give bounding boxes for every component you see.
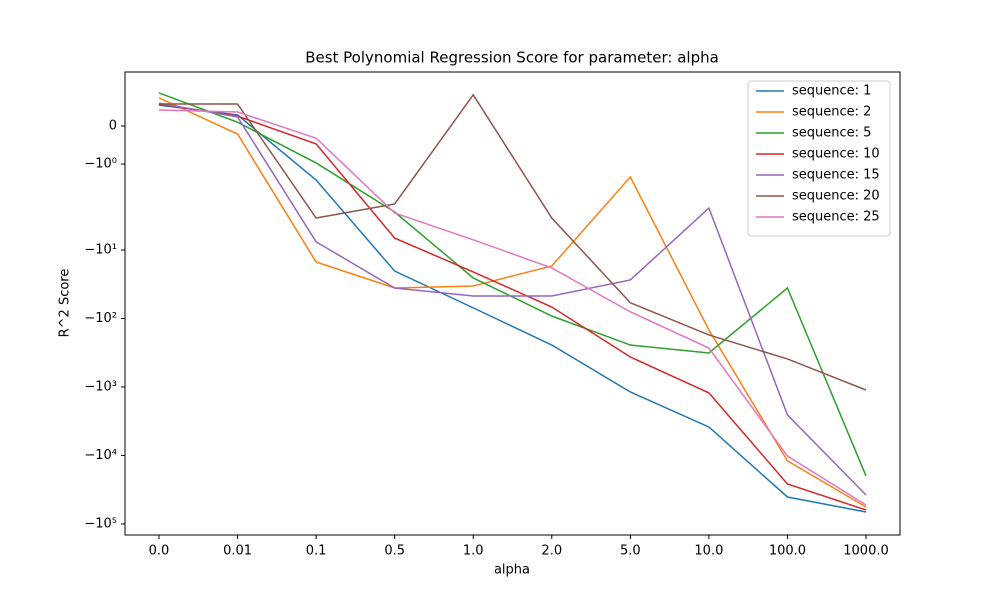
y-axis-label: R^2 Score bbox=[58, 269, 73, 338]
x-tick-label: 0.1 bbox=[306, 544, 327, 559]
legend-label: sequence: 10 bbox=[792, 147, 880, 162]
series-line bbox=[158, 97, 867, 508]
y-tick-label: −10⁴ bbox=[84, 448, 117, 463]
legend-label: sequence: 2 bbox=[792, 105, 871, 120]
legend-label: sequence: 5 bbox=[792, 126, 871, 141]
x-tick-label: 1000.0 bbox=[843, 544, 889, 559]
x-tick-label: 1.0 bbox=[463, 544, 484, 559]
series-line bbox=[158, 92, 867, 477]
y-tick-label: −10¹ bbox=[84, 242, 117, 257]
x-tick-label: 10.0 bbox=[694, 544, 723, 559]
legend-box bbox=[747, 80, 891, 237]
series-line bbox=[158, 104, 867, 513]
series-line bbox=[159, 93, 867, 391]
series-line bbox=[158, 103, 867, 511]
y-tick-label: −10³ bbox=[84, 379, 117, 394]
x-tick-label: 5.0 bbox=[620, 544, 641, 559]
y-tick-label: −10⁰ bbox=[84, 157, 117, 172]
legend-label: sequence: 20 bbox=[792, 189, 880, 204]
y-tick-label: 0 bbox=[109, 119, 117, 134]
x-tick-label: 0.0 bbox=[149, 544, 170, 559]
series-line bbox=[158, 102, 867, 496]
y-tick-label: −10² bbox=[84, 311, 117, 326]
x-tick-label: 0.5 bbox=[384, 544, 405, 559]
y-tick-label: −10⁵ bbox=[84, 516, 117, 531]
legend: sequence: 1 sequence: 2 sequence: 5 sequenc… bbox=[747, 80, 891, 237]
x-tick-label: 100.0 bbox=[769, 544, 806, 559]
x-axis-label: alpha bbox=[494, 563, 530, 578]
x-tick-label: 2.0 bbox=[541, 544, 562, 559]
legend-label: sequence: 1 bbox=[792, 84, 871, 99]
legend-label: sequence: 25 bbox=[792, 210, 880, 225]
chart-title: Best Polynomial Regression Score for par… bbox=[305, 49, 719, 67]
series-line bbox=[158, 109, 867, 506]
plot-frame bbox=[124, 71, 901, 536]
x-tick-label: 0.01 bbox=[223, 544, 252, 559]
legend-label: sequence: 15 bbox=[792, 168, 880, 183]
